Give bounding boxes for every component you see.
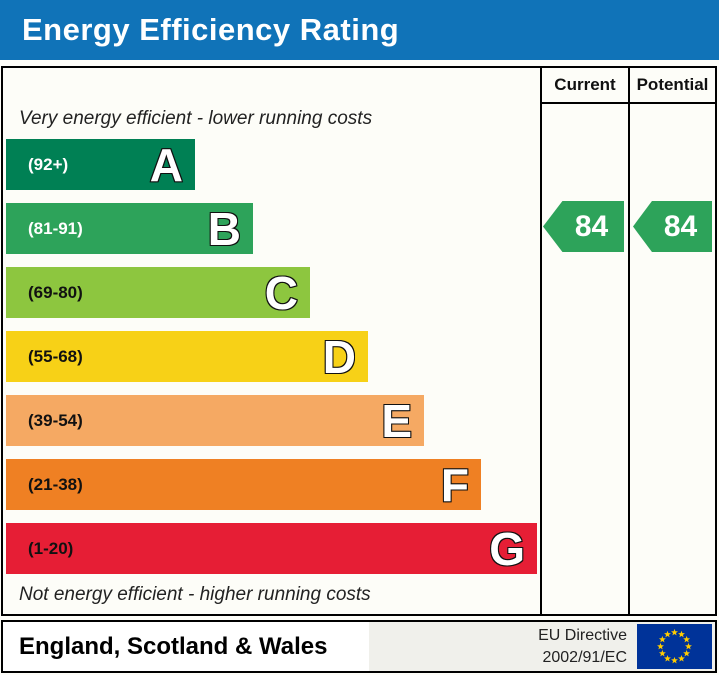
band-row-g: (1-20) G <box>6 523 537 574</box>
potential-rating-value: 84 <box>663 209 698 243</box>
region-label: England, Scotland & Wales <box>19 632 328 660</box>
rating-bands: (92+) A (81-91) B (69-80) C (55-68) D (3… <box>6 139 537 587</box>
potential-column-header: Potential <box>636 75 709 94</box>
band-letter: B <box>207 202 242 255</box>
band-row-b: (81-91) B <box>6 203 253 254</box>
current-column-header: Current <box>554 75 616 94</box>
title-bar: Energy Efficiency Rating <box>0 0 719 60</box>
caption-very-efficient: Very energy efficient - lower running co… <box>19 108 373 129</box>
band-range-label: (69-80) <box>28 282 83 302</box>
band-row-d: (55-68) D <box>6 331 368 382</box>
epc-chart: Current Potential Very energy efficient … <box>1 66 717 616</box>
current-column-divider <box>540 68 542 614</box>
footer-bar: England, Scotland & Wales EU Directive 2… <box>1 620 717 673</box>
eu-directive-line1: EU Directive <box>538 626 627 644</box>
eu-directive-line2: 2002/91/EC <box>542 648 627 666</box>
band-range-label: (55-68) <box>28 346 83 366</box>
band-letter: G <box>488 522 526 575</box>
eu-directive-panel: EU Directive 2002/91/EC <box>369 622 715 671</box>
current-rating-arrow: 84 <box>543 201 624 252</box>
band-letter: C <box>264 266 299 319</box>
band-letter: D <box>322 330 357 383</box>
band-range-label: (39-54) <box>28 410 83 430</box>
band-row-a: (92+) A <box>6 139 195 190</box>
band-row-f: (21-38) F <box>6 459 481 510</box>
band-range-label: (1-20) <box>28 538 74 558</box>
current-rating-value: 84 <box>574 209 609 243</box>
caption-not-efficient: Not energy efficient - higher running co… <box>19 584 371 605</box>
band-range-label: (81-91) <box>28 218 83 238</box>
band-letter: E <box>380 394 413 447</box>
band-letter: A <box>149 138 184 191</box>
potential-rating-arrow: 84 <box>633 201 712 252</box>
band-row-c: (69-80) C <box>6 267 310 318</box>
band-row-e: (39-54) E <box>6 395 424 446</box>
band-range-label: (21-38) <box>28 474 83 494</box>
page-title: Energy Efficiency Rating <box>22 12 400 47</box>
band-range-label: (92+) <box>28 154 69 174</box>
eu-flag-icon <box>637 624 712 669</box>
eu-directive-text: EU Directive 2002/91/EC <box>538 625 627 668</box>
column-header-underline <box>540 102 715 104</box>
band-letter: F <box>440 458 470 511</box>
potential-column-divider <box>628 68 630 614</box>
